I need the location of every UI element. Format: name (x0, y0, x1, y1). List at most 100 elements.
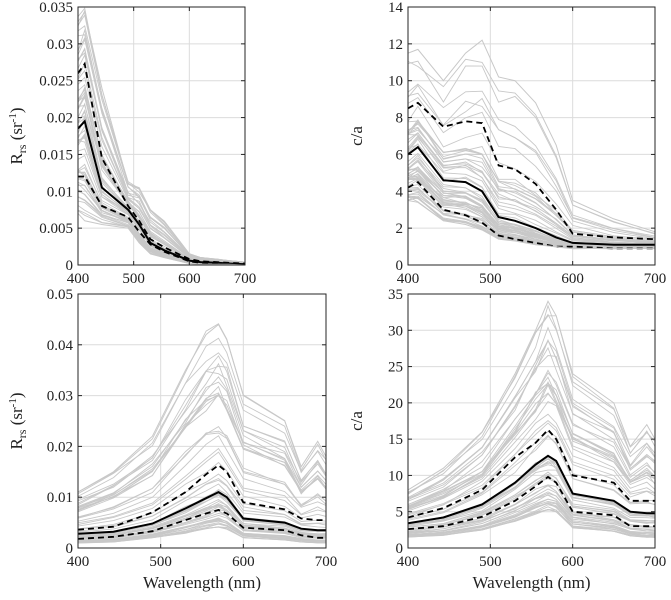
ensemble-spectrum-line (408, 494, 655, 534)
y-tick-label: 0.03 (47, 389, 73, 405)
quantile-dashed-line (78, 464, 326, 531)
ensemble-spectrum-line (408, 434, 655, 521)
y-label-superscript: -1 (7, 398, 19, 407)
x-axis-label: Wavelength (nm) (143, 573, 261, 592)
ensemble-spectrum-line (408, 339, 655, 501)
ensemble-envelope-line (78, 10, 245, 263)
y-tick-label: 0.01 (47, 184, 73, 200)
y-tick-label: 8 (396, 111, 404, 127)
y-label-close: ) (7, 107, 26, 113)
y-tick-label: 2 (396, 221, 404, 237)
ensemble-spectrum-line (78, 38, 245, 263)
median-line (408, 454, 655, 525)
x-tick-label: 700 (315, 554, 338, 570)
ensemble-spectrum-line (78, 523, 326, 543)
ensemble-spectrum-line (78, 451, 326, 525)
ensemble-spectrum-line (78, 435, 326, 522)
y-tick-label: 0.04 (47, 338, 74, 354)
panel-top-right: 0 2 4 6 8 10 12 14 400 500 600 700 c/a (347, 0, 666, 287)
y-label-unit: (sr (7, 122, 26, 145)
y-tick-label: 35 (388, 287, 403, 303)
ensemble-spectrum-line (78, 370, 326, 504)
ensemble-spectrum-line (78, 506, 326, 539)
y-tick-label: 0 (396, 258, 404, 274)
y-label-main: R (7, 153, 26, 165)
ensemble-spectrum-line (78, 479, 326, 532)
ensemble-spectrum-line (408, 326, 655, 498)
y-label-main: c/a (347, 126, 366, 146)
y-tick-label: 0.025 (39, 74, 73, 90)
ensemble-envelope-line (408, 300, 655, 491)
axes-box (407, 6, 656, 266)
ensemble-spectrum-line (78, 381, 326, 508)
plot-content (78, 7, 245, 265)
y-tick-label: 0.03 (47, 37, 73, 53)
ensemble-spectrum-line (78, 483, 326, 533)
ensemble-spectrum-line (408, 60, 655, 234)
y-axis-label: c/a (347, 411, 366, 431)
y-tick-label: 10 (388, 468, 403, 484)
y-label-subscript: rs (15, 144, 29, 153)
ensemble-spectrum-line (408, 105, 655, 240)
ensemble-spectrum-line (408, 401, 655, 512)
y-tick-label: 5 (396, 505, 404, 521)
ensemble-spectrum-line (408, 492, 655, 534)
y-label-close: ) (7, 392, 26, 398)
plot-content (408, 300, 655, 538)
plot-content (408, 39, 655, 250)
x-tick-label: 700 (234, 271, 257, 287)
x-tick-label: 600 (178, 271, 201, 287)
y-tick-label: 25 (388, 360, 403, 376)
ensemble-spectrum-line (78, 519, 326, 542)
ensemble-spectrum-line (408, 120, 655, 242)
ensemble-spectrum-line (408, 144, 655, 245)
quantile-dashed-line (408, 101, 655, 241)
panel-bottom-left: 0 0.01 0.02 0.03 0.04 0.05 400 500 600 700 Wavelen… (7, 287, 337, 592)
ensemble-spectrum-line (78, 393, 326, 513)
ensemble-spectrum-line (78, 362, 326, 506)
ensemble-spectrum-line (408, 92, 655, 238)
y-tick-label: 4 (396, 184, 404, 200)
x-tick-label: 700 (644, 271, 667, 287)
ensemble-envelope-line (78, 213, 245, 265)
y-axis-label: Rrs (sr-1) (7, 107, 29, 164)
ensemble-spectrum-line (78, 385, 326, 511)
ensemble-spectrum-line (78, 432, 326, 519)
ensemble-spectrum-line (408, 166, 655, 248)
y-tick-label: 14 (388, 0, 404, 16)
ensemble-spectrum-line (78, 461, 326, 527)
panel-bottom-right: 0 5 10 15 20 25 30 35 400 500 600 700 Wavelength (nm… (347, 287, 666, 592)
y-tick-label: 30 (388, 323, 403, 339)
ensemble-spectrum-line (408, 369, 655, 506)
quantile-dashed-line (78, 175, 245, 265)
y-label-subscript: rs (15, 429, 29, 438)
x-tick-label: 500 (122, 271, 145, 287)
y-tick-label: 0.02 (47, 111, 73, 127)
ensemble-envelope-line (408, 200, 655, 249)
y-tick-label: 0 (66, 541, 74, 557)
ensemble-spectrum-line (408, 138, 655, 245)
y-tick-label: 0 (66, 258, 74, 274)
ensemble-spectrum-line (78, 352, 326, 497)
ensemble-spectrum-line (408, 420, 655, 515)
ensemble-spectrum-line (78, 498, 326, 537)
y-tick-label: 0 (396, 541, 404, 557)
x-tick-label: 400 (67, 271, 90, 287)
ensemble-spectrum-line (408, 346, 655, 502)
ensemble-spectrum-line (408, 473, 655, 528)
ensemble-spectrum-line (78, 447, 326, 524)
ensemble-spectrum-line (408, 83, 655, 237)
x-tick-label: 600 (561, 271, 584, 287)
ensemble-spectrum-line (408, 471, 655, 528)
ensemble-spectrum-line (408, 484, 655, 531)
y-label-superscript: -1 (7, 113, 19, 122)
x-tick-label: 500 (479, 554, 502, 570)
median-line (408, 145, 655, 246)
ensemble-spectrum-line (78, 426, 326, 519)
panel-top-left: 0 0.005 0.01 0.015 0.02 0.025 0.03 0.035 400 500 6… (7, 0, 256, 287)
y-tick-label: 0.035 (39, 0, 73, 16)
x-axis-label: Wavelength (nm) (472, 573, 590, 592)
y-tick-label: 20 (388, 396, 403, 412)
quantile-dashed-line (408, 428, 655, 519)
